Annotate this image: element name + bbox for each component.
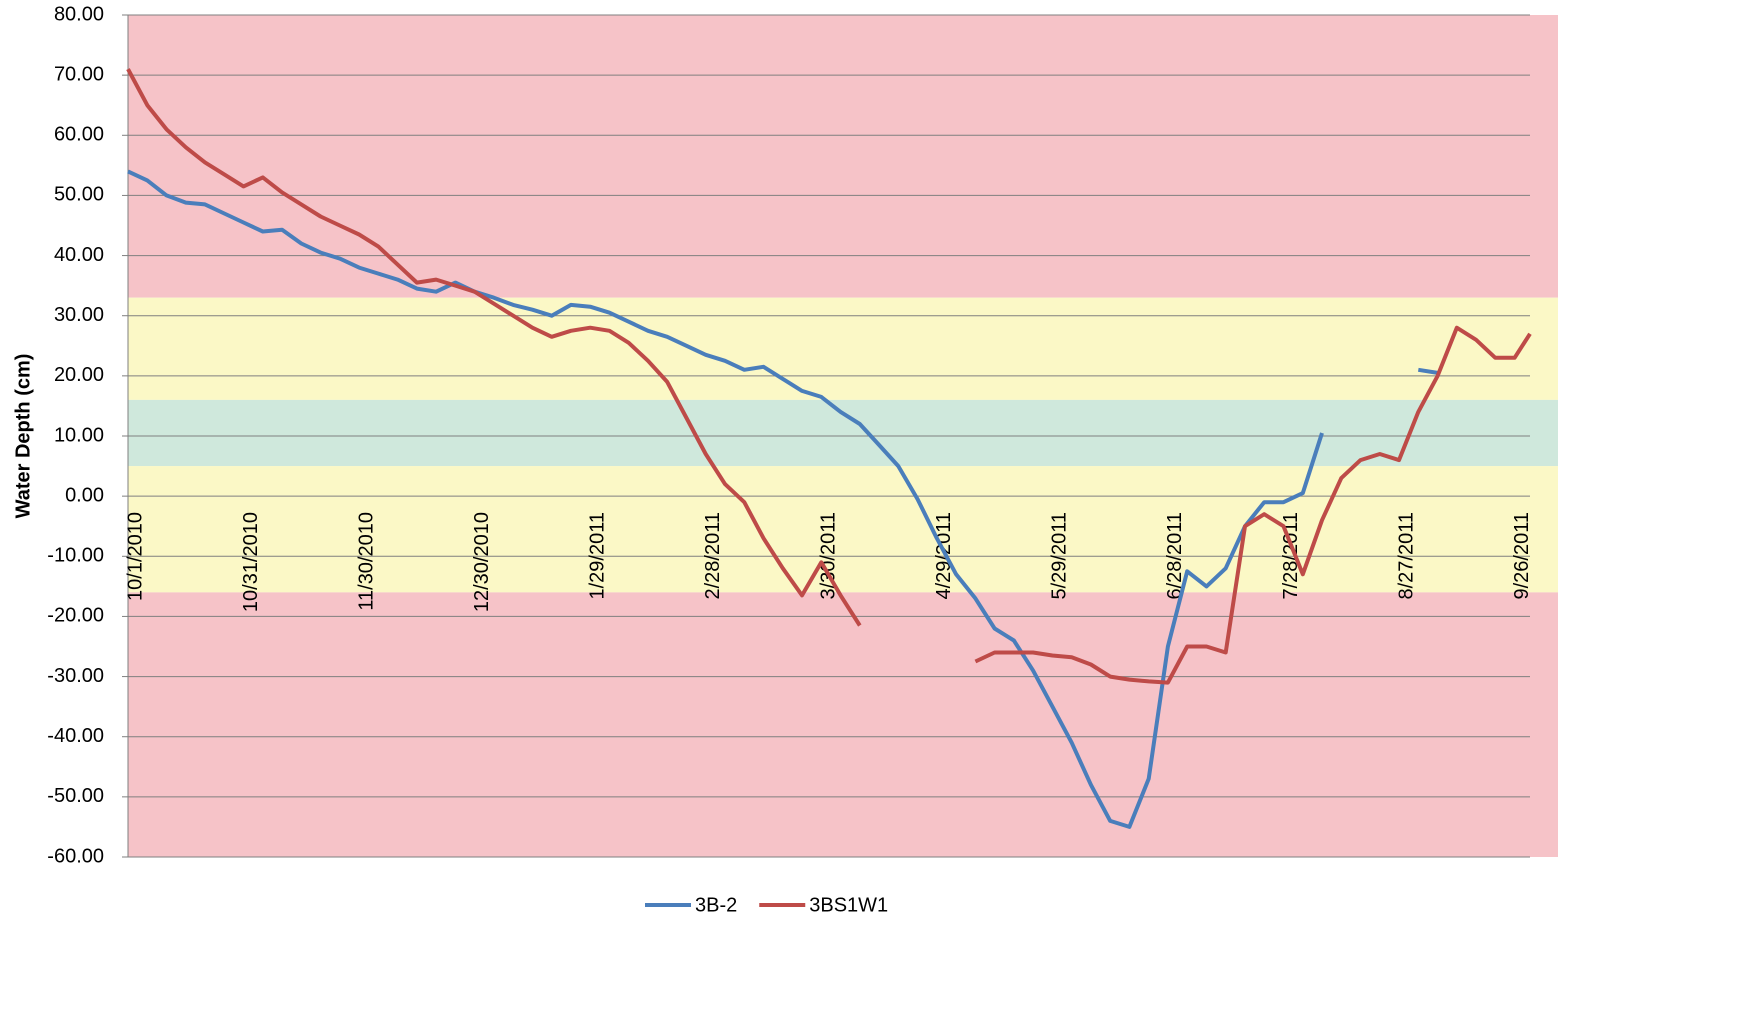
x-tick-label: 10/1/2010	[124, 512, 146, 601]
y-tick-label: -20.00	[47, 605, 104, 627]
y-tick-label: -50.00	[47, 785, 104, 807]
y-tick-label: -60.00	[47, 845, 104, 867]
y-axis-title: Water Depth (cm)	[12, 354, 34, 519]
x-tick-label: 12/30/2010	[471, 512, 493, 612]
x-tick-label: 11/30/2010	[355, 512, 377, 611]
x-tick-label: 5/29/2011	[1049, 512, 1071, 600]
y-tick-label: 20.00	[54, 364, 104, 386]
zone-band	[128, 297, 1558, 400]
zone-band	[128, 15, 1558, 298]
y-tick-label: 50.00	[54, 184, 104, 206]
y-tick-label: 70.00	[54, 63, 104, 85]
y-tick-label: 30.00	[54, 304, 104, 326]
y-tick-label: 0.00	[65, 484, 104, 506]
y-tick-label: 10.00	[54, 424, 104, 446]
series-line	[974, 325, 1532, 685]
x-tick-label: 1/29/2011	[586, 512, 608, 600]
x-tick-label: 3/30/2011	[818, 512, 840, 600]
y-tick-label: 40.00	[54, 244, 104, 266]
zone-band	[128, 592, 1558, 857]
legend-label: 3B-2	[695, 894, 737, 916]
series-line	[127, 169, 1324, 829]
legend-label: 3BS1W1	[809, 894, 888, 916]
zone-band	[128, 466, 1558, 593]
x-tick-label: 2/28/2011	[702, 512, 724, 600]
x-tick-label: 9/26/2011	[1511, 512, 1533, 600]
y-tick-label: -40.00	[47, 725, 104, 747]
y-tick-label: 60.00	[54, 124, 104, 146]
x-tick-label: 10/31/2010	[240, 512, 262, 612]
y-tick-label: 80.00	[54, 3, 104, 25]
y-tick-label: -10.00	[47, 545, 104, 567]
series-line	[1417, 367, 1438, 375]
y-tick-label: -30.00	[47, 665, 104, 687]
series-line	[126, 68, 862, 627]
x-tick-label: 8/27/2011	[1395, 512, 1417, 600]
x-tick-label: 6/28/2011	[1164, 512, 1186, 600]
zone-band	[128, 399, 1558, 467]
